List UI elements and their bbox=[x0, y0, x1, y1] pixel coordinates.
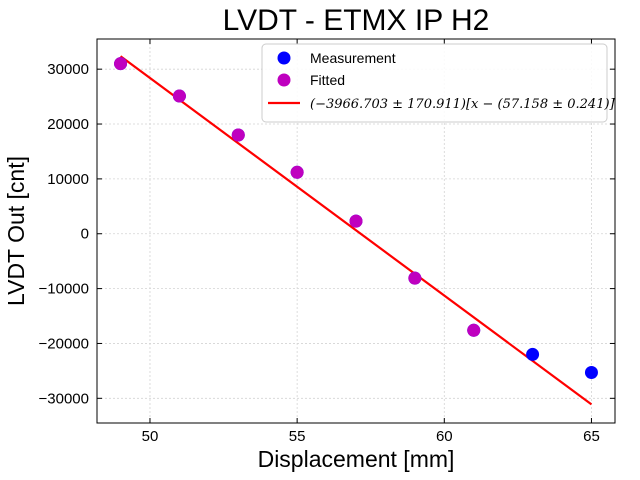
fitted-point bbox=[231, 128, 245, 142]
fit-line bbox=[119, 55, 593, 406]
x-tick-label: 55 bbox=[289, 428, 306, 445]
y-tick-label: −30000 bbox=[39, 390, 89, 407]
legend-box bbox=[261, 43, 608, 123]
y-tick-label: 0 bbox=[81, 226, 89, 243]
fitted-point bbox=[408, 271, 422, 285]
legend-label-fitted: Fitted bbox=[310, 72, 345, 88]
plot-frame bbox=[96, 38, 616, 424]
legend: Measurement Fitted (−3966.703 ± 170.911)… bbox=[261, 43, 616, 123]
legend-marker-fitted bbox=[277, 73, 291, 87]
y-tick-label: 20000 bbox=[47, 116, 89, 133]
fitted-point bbox=[349, 214, 363, 228]
measurement-point bbox=[584, 366, 598, 380]
y-tick-label: 30000 bbox=[47, 61, 89, 78]
x-tick-label: 50 bbox=[142, 428, 159, 445]
x-tick-label: 60 bbox=[436, 428, 453, 445]
y-tick-label: 10000 bbox=[47, 171, 89, 188]
x-axis-label: Displacement [mm] bbox=[258, 446, 455, 472]
chart-title: LVDT - ETMX IP H2 bbox=[223, 4, 490, 37]
plot-area bbox=[114, 55, 598, 406]
fitted-point bbox=[114, 57, 128, 71]
legend-label-measurement: Measurement bbox=[310, 50, 396, 66]
legend-marker-measurement bbox=[277, 51, 291, 65]
legend-label-fit-line: (−3966.703 ± 170.911)[x − (57.158 ± 0.24… bbox=[310, 97, 616, 112]
axis-ticks: 50 55 60 65 −30000 −20000 −10000 0 10000 20000 300… bbox=[39, 39, 615, 445]
measurement-point bbox=[526, 347, 540, 361]
fitted-point bbox=[172, 89, 186, 103]
y-axis-label: LVDT Out [cnt] bbox=[3, 156, 29, 306]
fitted-point bbox=[467, 323, 481, 337]
y-tick-label: −10000 bbox=[39, 281, 89, 298]
x-tick-label: 65 bbox=[583, 428, 600, 445]
fitted-point bbox=[290, 165, 304, 179]
y-tick-label: −20000 bbox=[39, 335, 89, 352]
